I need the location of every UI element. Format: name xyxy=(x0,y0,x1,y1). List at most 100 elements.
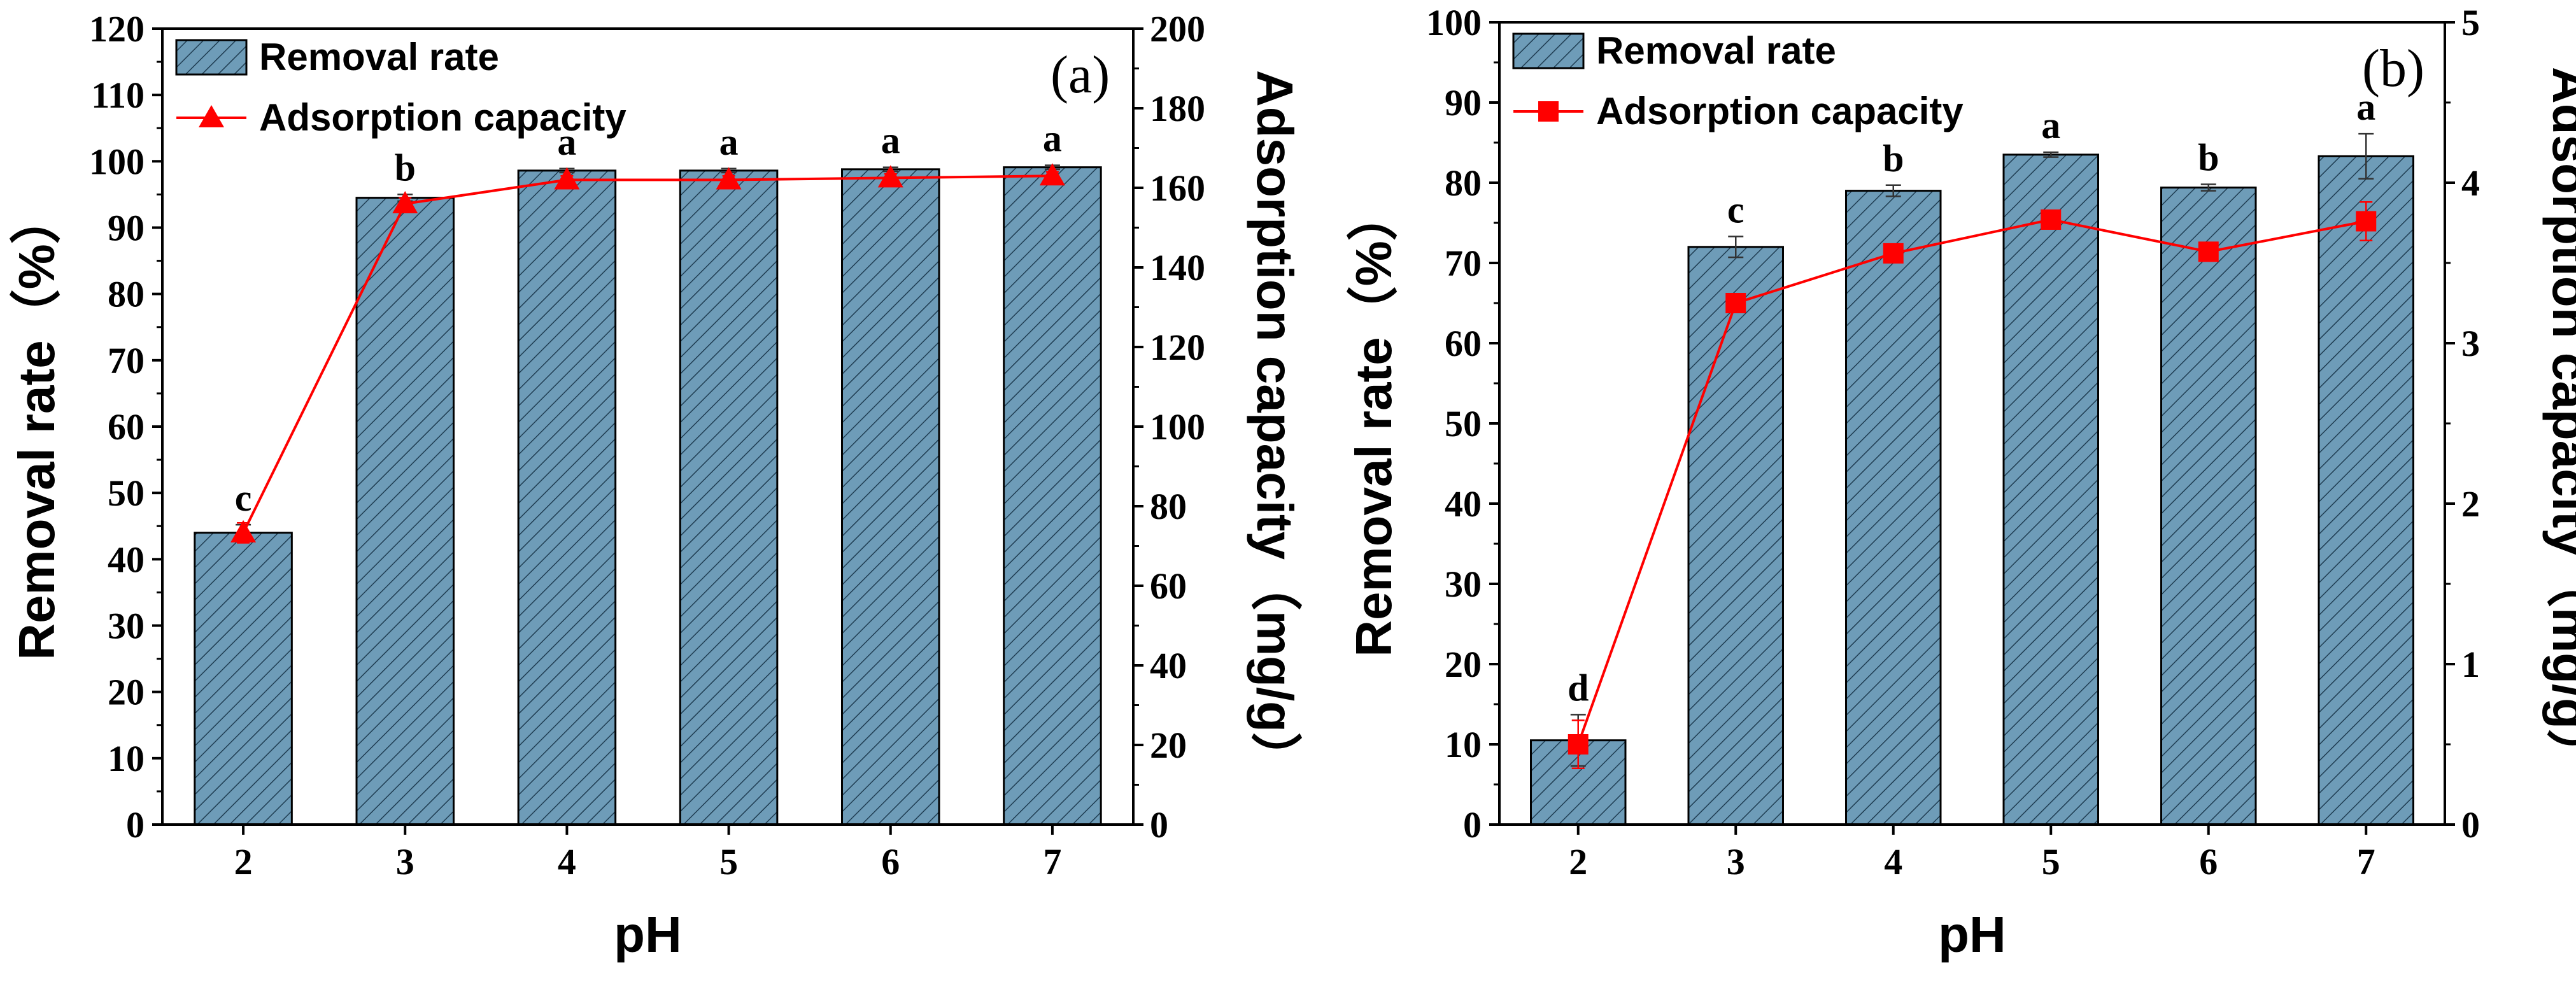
x-tick-label: 3 xyxy=(1727,841,1745,882)
panel-b: d c b a b a 0 10 20 30 40 50 60 70 80 90 100 0 1 2 3 4 5 2 3 4 5 6 7… xyxy=(1345,2,2576,963)
y-tick-label: 10 xyxy=(108,738,145,779)
y-tick-label: 40 xyxy=(1445,483,1482,525)
adsorption-capacity-point xyxy=(716,167,742,190)
significance-label: b xyxy=(1883,138,1904,180)
y-tick-label: 10 xyxy=(1445,724,1482,765)
significance-label: b xyxy=(2198,137,2219,179)
y-tick-label: 20 xyxy=(1445,644,1482,685)
legend-adsorption-capacity-label: Adsorption capacity xyxy=(259,96,626,139)
y-tick-label: 0 xyxy=(1463,804,1482,846)
y2-tick-label: 20 xyxy=(1150,725,1187,766)
x-tick-label: 4 xyxy=(558,841,576,882)
adsorption-capacity-point xyxy=(2356,211,2377,232)
significance-label: b xyxy=(395,146,416,188)
y2-tick-label: 3 xyxy=(2461,323,2480,364)
bar-removal-rate-ph-5 xyxy=(2002,153,2099,826)
y-tick-label: 50 xyxy=(108,472,145,514)
significance-label: a xyxy=(719,121,739,163)
bar-removal-rate-ph-2 xyxy=(194,532,293,826)
bar-removal-rate-ph-4 xyxy=(1845,190,1942,826)
x-tick-label: 5 xyxy=(2042,841,2060,882)
legend-removal-rate-label: Removal rate xyxy=(1596,29,1836,72)
y2-tick-label: 160 xyxy=(1150,167,1205,209)
y-tick-label: 70 xyxy=(108,340,145,381)
y2-tick-label: 180 xyxy=(1150,88,1205,129)
y-tick-label: 50 xyxy=(1445,403,1482,444)
legend-removal-rate-label: Removal rate xyxy=(259,36,499,78)
plot-frame xyxy=(1498,21,2446,826)
y-tick-label: 30 xyxy=(108,606,145,647)
y2-tick-label: 1 xyxy=(2461,644,2480,685)
x-tick-label: 6 xyxy=(2199,841,2218,882)
y2-tick-label: 100 xyxy=(1150,406,1205,448)
y-tick-label: 100 xyxy=(1426,2,1482,43)
y2-axis-title: Adsorption capacity（mg/g） xyxy=(2542,67,2576,780)
significance-label: a xyxy=(557,121,576,163)
x-tick-label: 3 xyxy=(396,841,414,882)
adsorption-capacity-point xyxy=(877,165,903,188)
y-tick-label: 90 xyxy=(108,208,145,249)
bar-removal-rate-ph-3 xyxy=(1687,246,1784,826)
y2-tick-label: 80 xyxy=(1150,486,1187,527)
adsorption-capacity-line xyxy=(242,174,1052,534)
legend-marker xyxy=(1538,101,1559,122)
y2-tick-label: 60 xyxy=(1150,565,1187,607)
adsorption-capacity-line xyxy=(1576,218,2367,745)
bar-removal-rate-ph-3 xyxy=(355,197,455,826)
significance-label: d xyxy=(1568,667,1589,709)
x-axis-title: pH xyxy=(614,906,682,963)
y-axis-title: Removal rate（%） xyxy=(1345,190,1402,657)
y2-tick-label: 2 xyxy=(2461,483,2480,525)
adsorption-capacity-point xyxy=(1568,734,1589,755)
adsorption-capacity-point xyxy=(1883,243,1904,264)
adsorption-capacity-point xyxy=(2041,209,2062,230)
significance-label: a xyxy=(2356,86,2375,128)
x-tick-label: 6 xyxy=(881,841,900,882)
y-tick-label: 20 xyxy=(108,672,145,713)
y2-tick-label: 0 xyxy=(2461,804,2480,846)
bar-removal-rate-ph-6 xyxy=(841,168,940,826)
y-tick-label: 100 xyxy=(89,141,145,182)
y-tick-label: 80 xyxy=(108,274,145,315)
y-tick-label: 70 xyxy=(1445,243,1482,284)
legend-bar-swatch xyxy=(1512,32,1585,69)
significance-label: a xyxy=(881,120,900,162)
adsorption-capacity-point xyxy=(1725,293,1746,313)
panel-label: (b) xyxy=(2362,39,2424,98)
y2-tick-label: 120 xyxy=(1150,327,1205,368)
x-tick-label: 2 xyxy=(1569,841,1587,882)
y-tick-label: 120 xyxy=(89,8,145,50)
y2-tick-label: 140 xyxy=(1150,247,1205,288)
bar-removal-rate-ph-6 xyxy=(2160,187,2257,826)
y2-tick-label: 40 xyxy=(1150,645,1187,686)
y-tick-label: 0 xyxy=(126,804,145,846)
legend-adsorption-capacity-label: Adsorption capacity xyxy=(1596,90,1964,132)
adsorption-capacity-point xyxy=(230,520,257,542)
bar-removal-rate-ph-4 xyxy=(517,169,617,826)
y2-tick-label: 4 xyxy=(2461,162,2480,204)
y-tick-label: 30 xyxy=(1445,563,1482,605)
x-tick-label: 7 xyxy=(2357,841,2375,882)
y-tick-label: 80 xyxy=(1445,162,1482,204)
legend-marker xyxy=(199,105,224,127)
significance-label: a xyxy=(2041,104,2060,146)
x-axis-title: pH xyxy=(1938,906,2006,963)
adsorption-capacity-point xyxy=(554,167,580,190)
x-tick-label: 2 xyxy=(234,841,253,882)
panel-label: (a) xyxy=(1051,45,1110,104)
y-tick-label: 110 xyxy=(91,74,145,116)
y2-tick-label: 0 xyxy=(1150,804,1168,846)
y-axis-title: Removal rate（%） xyxy=(8,193,65,660)
bar-removal-rate-ph-5 xyxy=(679,169,779,826)
x-tick-label: 7 xyxy=(1043,841,1061,882)
x-tick-label: 4 xyxy=(1884,841,1902,882)
bar-removal-rate-ph-7 xyxy=(2318,155,2414,826)
adsorption-capacity-point xyxy=(1039,163,1065,186)
adsorption-capacity-point xyxy=(392,191,418,213)
adsorption-capacity-point xyxy=(2198,241,2219,262)
y2-tick-label: 5 xyxy=(2461,2,2480,43)
bar-removal-rate-ph-7 xyxy=(1003,166,1102,826)
y2-tick-label: 200 xyxy=(1150,8,1205,50)
plot-frame xyxy=(161,27,1135,826)
